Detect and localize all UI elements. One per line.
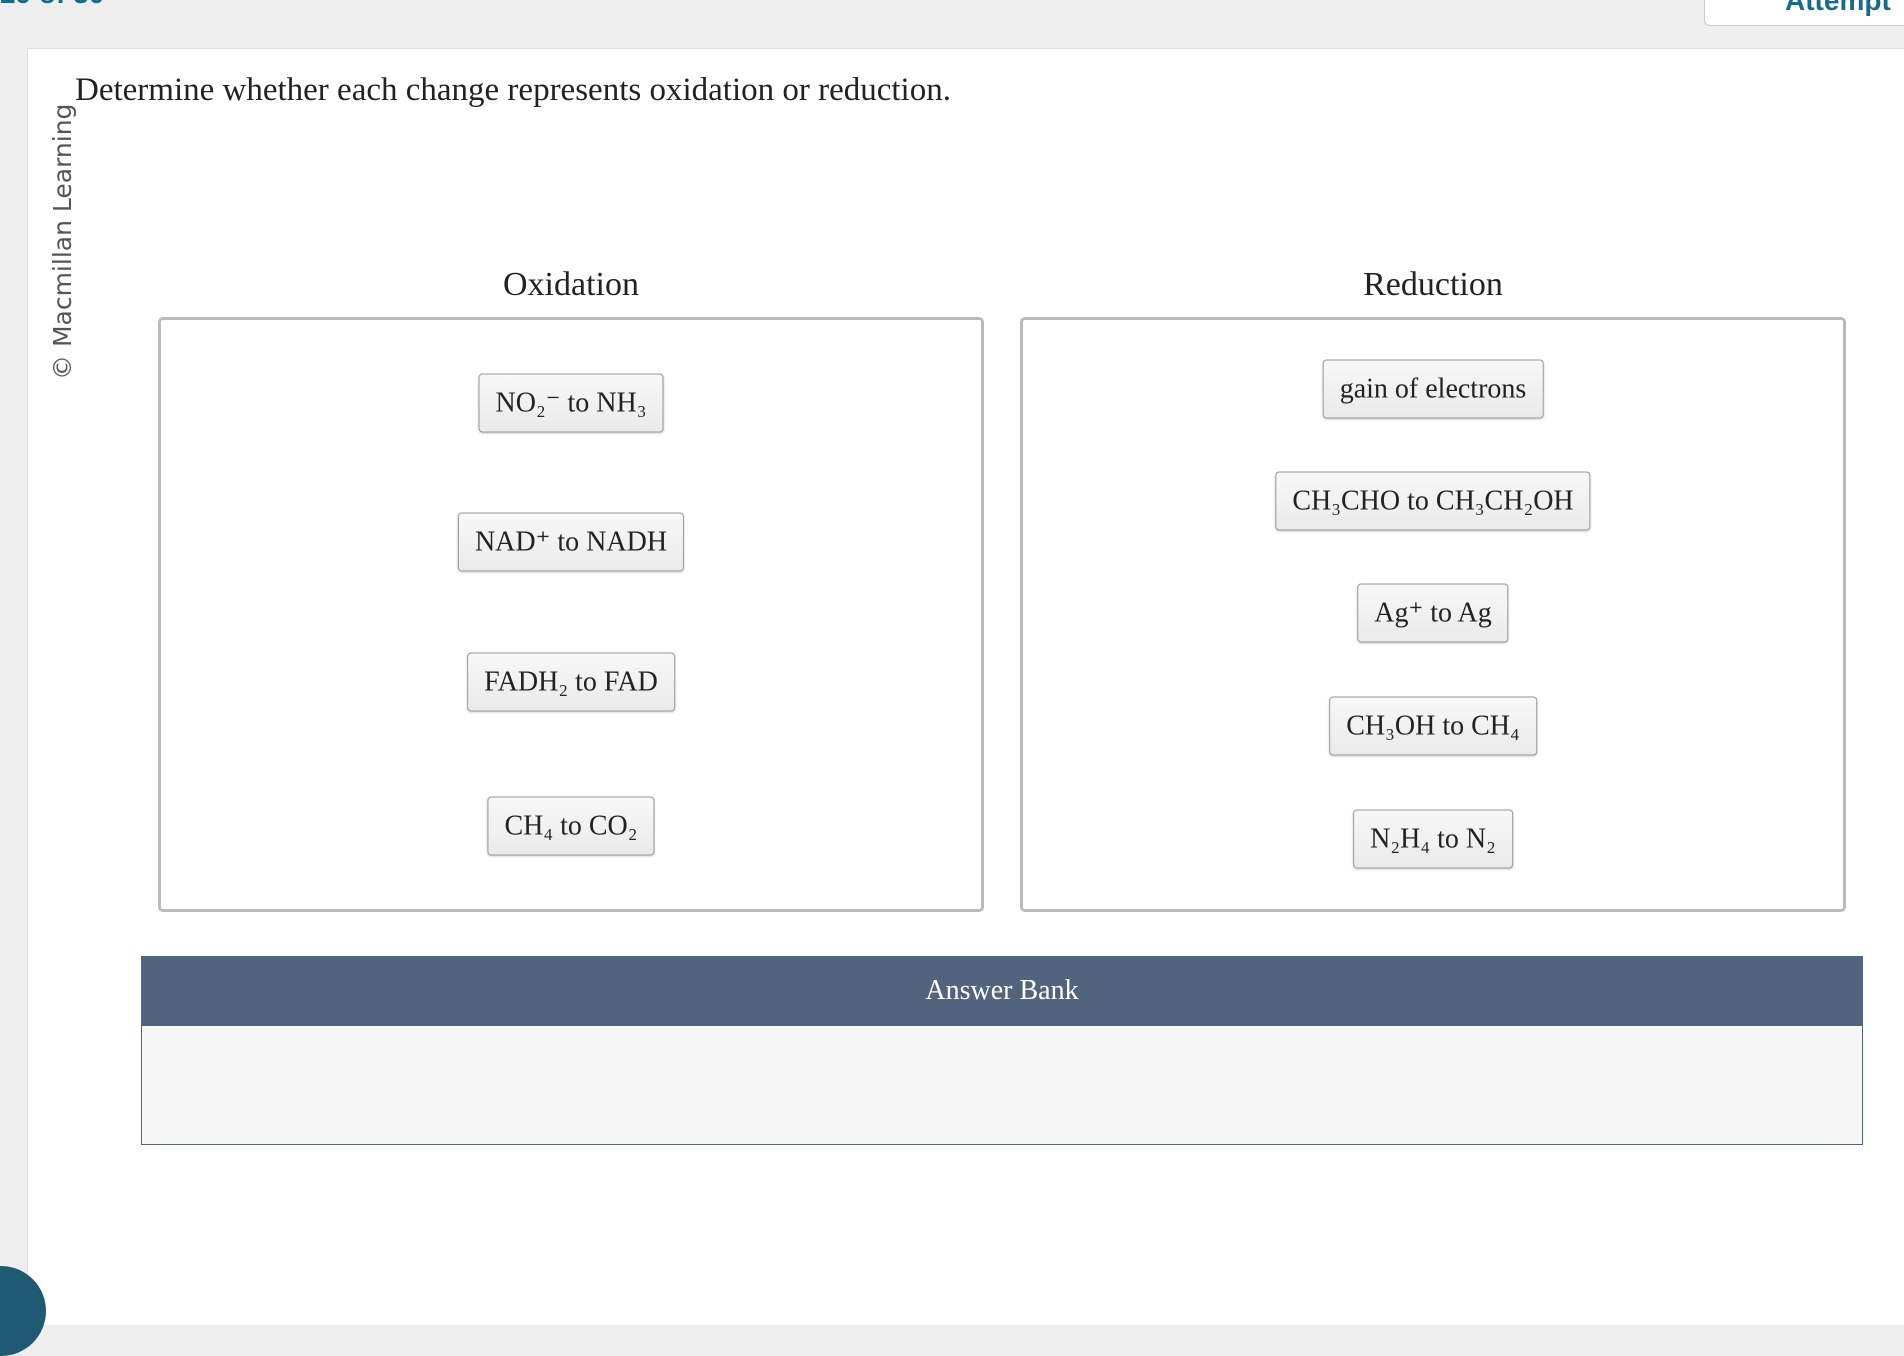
answer-chip[interactable]: Ag⁺ to Ag — [1357, 583, 1509, 643]
answer-chip[interactable]: CH₄ to CO₂ — [487, 796, 655, 856]
bin-title: Oxidation — [503, 266, 639, 303]
attempt-button[interactable]: Attempt — [1704, 0, 1904, 26]
answer-chip[interactable]: N₂H₄ to N₂ — [1353, 809, 1513, 869]
copyright: © Macmillan Learning — [48, 103, 77, 380]
answer-chip[interactable]: NO₂⁻ to NH₃ — [478, 373, 664, 433]
answer-bank[interactable] — [141, 1026, 1863, 1145]
bin-title: Reduction — [1363, 266, 1503, 303]
answer-chip[interactable]: FADH₂ to FAD — [467, 652, 675, 712]
question-text: Determine whether each change represents… — [75, 72, 951, 108]
progress-label: 29 of 30 — [0, 0, 104, 10]
answer-chip[interactable]: CH₃OH to CH₄ — [1329, 696, 1537, 756]
answer-chip[interactable]: NAD⁺ to NADH — [457, 512, 685, 572]
answer-chip[interactable]: CH₃CHO to CH₃CH₂OH — [1275, 471, 1591, 531]
answer-chip[interactable]: gain of electrons — [1322, 359, 1544, 419]
answer-bank-header: Answer Bank — [141, 956, 1863, 1026]
